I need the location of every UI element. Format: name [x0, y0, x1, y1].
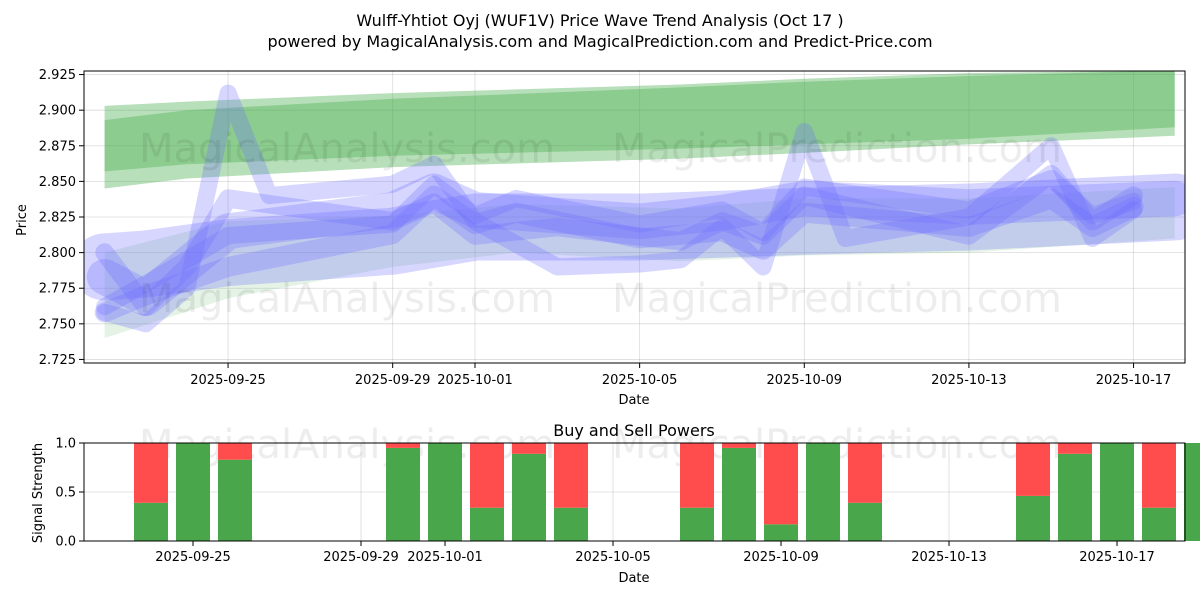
power-ylabel: Signal Strength [31, 443, 46, 543]
price-ylabel: Price [15, 204, 30, 236]
power-title: Buy and Sell Powers [553, 421, 715, 440]
power-bars [134, 443, 1200, 541]
buy-bar [680, 507, 714, 541]
price-panel: MagicalAnalysis.com MagicalPrediction.co… [15, 68, 1186, 408]
power-xtick-label: 2025-10-01 [407, 550, 483, 565]
sell-bar [218, 443, 252, 460]
power-panel: Buy and Sell Powers MagicalAnalysis.com … [31, 421, 1200, 586]
power-xtick-label: 2025-10-05 [575, 550, 651, 565]
buy-bar [1016, 495, 1050, 541]
green-band [104, 71, 1175, 172]
green-band [104, 71, 1175, 189]
power-ytick-label: 0.5 [55, 486, 76, 501]
blue-wave-band [96, 169, 1143, 316]
sell-bar [386, 443, 420, 448]
buy-bar [218, 459, 252, 541]
sell-bar [722, 443, 756, 448]
sell-bar [1058, 443, 1092, 454]
price-ytick-label: 2.725 [39, 353, 76, 368]
buy-bar [554, 507, 588, 541]
blue-wave-band [86, 173, 1185, 316]
watermark-4: MagicalPrediction.com [612, 276, 1062, 322]
chart-title-line2: powered by MagicalAnalysis.com and Magic… [267, 32, 932, 51]
buy-bar [1058, 453, 1092, 541]
buy-bar [1100, 443, 1134, 541]
price-ytick-label: 2.775 [39, 282, 76, 297]
price-xtick-label: 2025-09-25 [190, 373, 266, 388]
price-ytick-label: 2.900 [39, 104, 76, 119]
power-xtick-label: 2025-10-13 [911, 550, 987, 565]
price-xtick-label: 2025-09-29 [355, 373, 431, 388]
buy-bar [722, 447, 756, 541]
price-xtick-label: 2025-10-13 [931, 373, 1007, 388]
buy-bar [386, 447, 420, 541]
sell-bar [764, 443, 798, 525]
green-band [104, 187, 1175, 339]
buy-bar [764, 524, 798, 541]
price-x-ticks: 2025-09-25 2025-09-29 2025-10-01 2025-10-05… [190, 363, 1171, 388]
buy-bar [1142, 507, 1176, 541]
sell-bar [848, 443, 882, 503]
sell-bar [470, 443, 504, 508]
power-y-ticks: 0.0 0.5 1.0 [55, 437, 84, 550]
power-xtick-label: 2025-10-09 [743, 550, 819, 565]
power-xtick-label: 2025-09-29 [323, 550, 399, 565]
sell-bar [1142, 443, 1176, 508]
power-ytick-label: 1.0 [55, 437, 76, 452]
power-x-ticks: 2025-09-25 2025-09-29 2025-10-01 2025-10-05… [155, 541, 1155, 565]
sell-bar [512, 443, 546, 454]
watermark-3: MagicalAnalysis.com [139, 276, 555, 322]
power-xtick-label: 2025-10-17 [1079, 550, 1155, 565]
buy-bar [512, 453, 546, 541]
power-ytick-label: 0.0 [55, 535, 76, 550]
watermark-1: MagicalAnalysis.com [139, 126, 555, 172]
chart-title-line1: Wulff-Yhtiot Oyj (WUF1V) Price Wave Tren… [356, 11, 843, 30]
price-xtick-label: 2025-10-05 [602, 373, 678, 388]
green-bands [104, 71, 1175, 339]
sell-bar [1016, 443, 1050, 496]
price-ytick-label: 2.875 [39, 139, 76, 154]
blue-wave-band [84, 173, 1185, 301]
sell-bar [134, 443, 168, 503]
buy-bar [134, 502, 168, 541]
price-xtick-label: 2025-10-17 [1096, 373, 1172, 388]
power-xlabel: Date [618, 571, 649, 586]
buy-bar [176, 443, 210, 541]
blue-wave-band [94, 185, 1144, 323]
price-ytick-label: 2.750 [39, 317, 76, 332]
price-xtick-label: 2025-10-09 [766, 373, 842, 388]
price-xtick-label: 2025-10-01 [437, 373, 513, 388]
blue-wave-bands [84, 84, 1185, 333]
price-y-ticks: 2.725 2.750 2.775 2.800 2.825 2.850 2.875 2.900… [39, 68, 84, 368]
blue-wave-band [96, 84, 1143, 333]
sell-bar [680, 443, 714, 508]
buy-bar [428, 443, 462, 541]
price-ytick-label: 2.800 [39, 246, 76, 261]
price-grid [84, 71, 1185, 363]
buy-bar [470, 507, 504, 541]
buy-bar [1184, 443, 1200, 541]
buy-bar [848, 502, 882, 541]
price-ytick-label: 2.850 [39, 175, 76, 190]
sell-bar [554, 443, 588, 508]
buy-bar [806, 443, 840, 541]
power-xtick-label: 2025-09-25 [155, 550, 231, 565]
price-xlabel: Date [618, 393, 649, 408]
price-ytick-label: 2.925 [39, 68, 76, 83]
price-ytick-label: 2.825 [39, 211, 76, 226]
blue-wave-band [95, 165, 1143, 316]
watermark-2: MagicalPrediction.com [612, 126, 1062, 172]
